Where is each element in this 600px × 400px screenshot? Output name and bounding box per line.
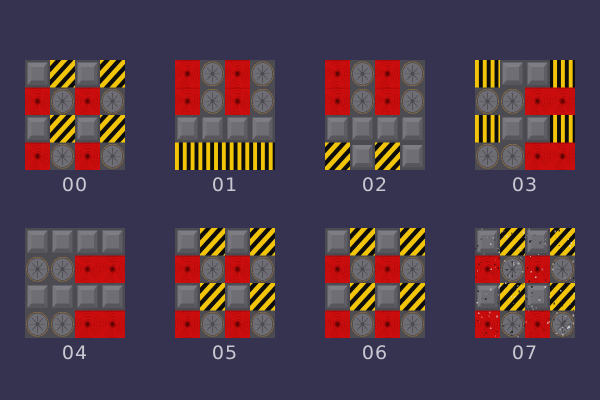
tile-variant-06-thumbnail[interactable] bbox=[325, 228, 425, 338]
tile-variant-07-thumbnail[interactable] bbox=[475, 228, 575, 338]
tile-variant-00-label: 00 bbox=[61, 174, 89, 196]
tile-variant-02-thumbnail[interactable] bbox=[325, 60, 425, 170]
tile-variant-01-label: 01 bbox=[211, 174, 239, 196]
tile-variant-07-label: 07 bbox=[511, 342, 539, 364]
tile-variant-03-label: 03 bbox=[511, 174, 539, 196]
tile-variant-04-thumbnail[interactable] bbox=[25, 228, 125, 338]
tile-variant-07[interactable]: 07 bbox=[450, 200, 600, 400]
tile-variant-02[interactable]: 02 bbox=[300, 0, 450, 200]
tile-variant-04[interactable]: 04 bbox=[0, 200, 150, 400]
tile-variant-05-thumbnail[interactable] bbox=[175, 228, 275, 338]
tile-variant-01-thumbnail[interactable] bbox=[175, 60, 275, 170]
tile-variant-00-thumbnail[interactable] bbox=[25, 60, 125, 170]
tile-variant-00[interactable]: 00 bbox=[0, 0, 150, 200]
tile-variant-04-label: 04 bbox=[61, 342, 89, 364]
tile-variant-03-thumbnail[interactable] bbox=[475, 60, 575, 170]
tile-variant-03[interactable]: 03 bbox=[450, 0, 600, 200]
tile-variant-06-label: 06 bbox=[361, 342, 389, 364]
tile-variant-05-label: 05 bbox=[211, 342, 239, 364]
tile-variant-05[interactable]: 05 bbox=[150, 200, 300, 400]
tile-variant-02-label: 02 bbox=[361, 174, 389, 196]
tile-variant-01[interactable]: 01 bbox=[150, 0, 300, 200]
tile-variant-06[interactable]: 06 bbox=[300, 200, 450, 400]
